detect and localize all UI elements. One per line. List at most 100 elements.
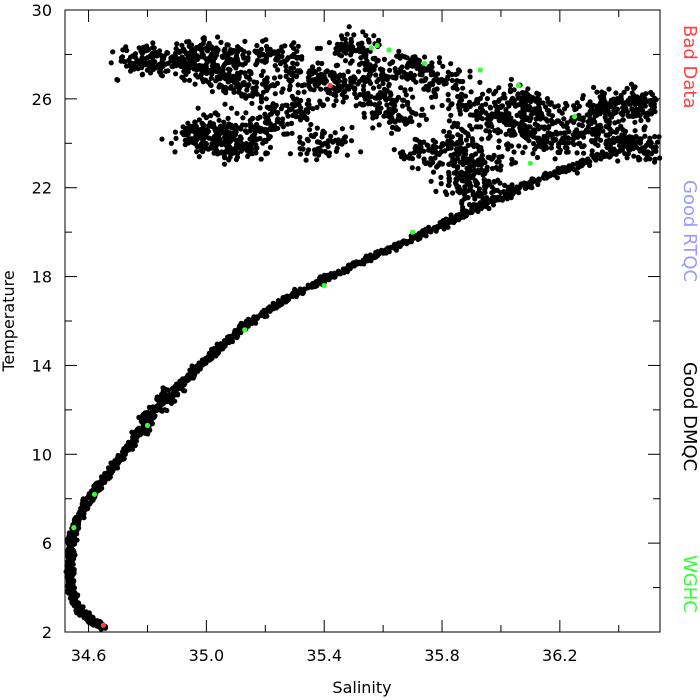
good-dmqc-point: [466, 180, 472, 187]
good-dmqc-point: [196, 117, 202, 123]
good-dmqc-point: [287, 151, 293, 157]
good-dmqc-point: [200, 35, 206, 42]
wghc-point: [527, 160, 534, 166]
good-dmqc-point: [362, 60, 368, 66]
good-dmqc-point: [118, 58, 124, 64]
good-dmqc-point: [519, 90, 526, 96]
good-dmqc-point: [263, 82, 269, 88]
good-dmqc-point: [458, 126, 465, 132]
good-dmqc-point: [295, 82, 301, 88]
good-dmqc-point: [262, 119, 268, 126]
good-dmqc-point: [376, 122, 382, 128]
good-dmqc-point: [589, 148, 595, 154]
good-dmqc-point: [387, 90, 393, 96]
good-dmqc-point: [369, 110, 375, 116]
good-dmqc-point: [617, 142, 623, 149]
good-dmqc-point: [342, 77, 348, 83]
good-dmqc-point: [358, 55, 364, 61]
legend-wghc: WGHC: [679, 555, 700, 613]
good-dmqc-point: [534, 154, 541, 161]
good-dmqc-point: [482, 159, 488, 165]
good-dmqc-point: [592, 113, 598, 119]
good-dmqc-point: [603, 105, 609, 111]
good-dmqc-point: [403, 75, 409, 81]
good-dmqc-point: [198, 126, 204, 132]
good-dmqc-point: [250, 115, 256, 121]
good-dmqc-point: [279, 44, 285, 50]
good-dmqc-point: [416, 122, 422, 128]
good-dmqc-point: [306, 80, 312, 86]
good-dmqc-point: [486, 88, 492, 94]
good-dmqc-point: [554, 131, 560, 137]
good-dmqc-point: [611, 135, 617, 141]
good-dmqc-point: [218, 39, 224, 46]
good-dmqc-point: [505, 146, 511, 152]
good-dmqc-point: [463, 107, 469, 113]
good-dmqc-point: [613, 90, 619, 96]
x-tick-label: 35.0: [189, 646, 225, 665]
good-dmqc-point: [395, 94, 401, 100]
good-dmqc-point: [571, 167, 577, 173]
good-dmqc-point: [284, 109, 290, 116]
wghc-point: [91, 491, 98, 497]
good-dmqc-point: [645, 140, 652, 146]
good-dmqc-point: [430, 169, 437, 175]
good-dmqc-point: [620, 112, 626, 118]
good-dmqc-point: [198, 47, 204, 53]
good-dmqc-point: [446, 106, 452, 112]
good-dmqc-point: [397, 117, 403, 123]
good-dmqc-point: [341, 135, 347, 141]
good-dmqc-point: [365, 66, 371, 73]
good-dmqc-point: [410, 110, 416, 116]
good-dmqc-point: [246, 50, 252, 56]
good-dmqc-point: [562, 106, 568, 112]
good-dmqc-point: [401, 156, 407, 162]
good-dmqc-point: [368, 94, 374, 100]
good-dmqc-point: [422, 54, 428, 60]
good-dmqc-point: [360, 29, 366, 35]
good-dmqc-point: [508, 97, 514, 103]
good-dmqc-point: [228, 84, 234, 90]
good-dmqc-point: [399, 53, 405, 59]
good-dmqc-point: [440, 63, 446, 69]
good-dmqc-point: [335, 268, 342, 274]
good-dmqc-point: [460, 148, 466, 154]
good-dmqc-point: [539, 138, 545, 144]
good-dmqc-point: [503, 131, 509, 137]
good-dmqc-point: [410, 76, 416, 83]
good-dmqc-point: [401, 152, 407, 158]
good-dmqc-point: [77, 605, 83, 611]
good-dmqc-point: [396, 48, 402, 54]
good-dmqc-point: [326, 40, 332, 46]
good-dmqc-point: [280, 116, 286, 122]
good-dmqc-point: [186, 39, 192, 45]
good-dmqc-point: [192, 81, 198, 87]
good-dmqc-point: [187, 367, 193, 373]
good-dmqc-point: [342, 58, 349, 64]
good-dmqc-point: [548, 145, 555, 151]
good-dmqc-point: [411, 150, 417, 156]
wghc-point: [368, 45, 374, 51]
good-dmqc-point: [508, 115, 514, 121]
good-dmqc-point: [432, 93, 438, 99]
good-dmqc-point: [580, 93, 586, 99]
good-dmqc-point: [511, 119, 517, 125]
good-dmqc-point: [330, 139, 336, 145]
good-dmqc-point: [231, 89, 237, 95]
good-dmqc-point: [256, 53, 262, 59]
good-dmqc-point: [416, 153, 422, 159]
good-dmqc-point: [173, 71, 179, 77]
good-dmqc-point: [496, 118, 503, 124]
good-dmqc-point: [410, 63, 416, 69]
good-dmqc-point: [555, 118, 562, 124]
good-dmqc-point: [652, 144, 658, 150]
good-dmqc-point: [594, 89, 600, 95]
good-dmqc-point: [463, 102, 469, 108]
good-dmqc-point: [221, 86, 227, 92]
good-dmqc-point: [343, 50, 349, 56]
good-dmqc-point: [503, 107, 509, 113]
good-dmqc-point: [263, 115, 269, 121]
good-dmqc-point: [547, 101, 553, 107]
good-dmqc-point: [247, 136, 253, 142]
good-dmqc-point: [355, 69, 362, 75]
